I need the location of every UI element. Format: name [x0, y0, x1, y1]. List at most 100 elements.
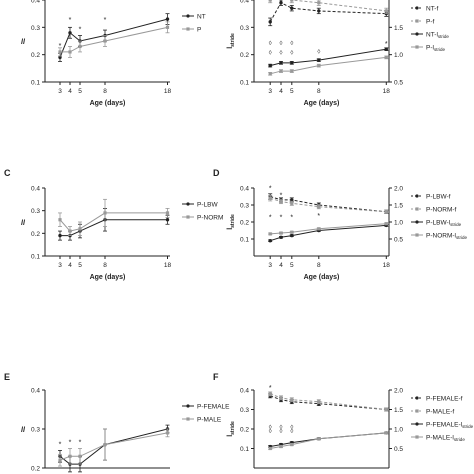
panel-d-xtick-label: 4 [279, 262, 283, 269]
panel-f-series-0-line [270, 395, 387, 410]
panel-b-ytick-label: 0.4 [240, 0, 249, 5]
panel-d-xtick-label: 5 [290, 262, 294, 269]
panel-d-annotation: * [290, 214, 293, 221]
panel-f-ytick-label: 0.3 [240, 407, 249, 414]
panel-c-legend-marker [186, 202, 190, 206]
panel-f-series-3-point [290, 443, 294, 447]
panel-b-legend-label: NT-lstride [426, 32, 449, 40]
panel-e-series-1-point [58, 458, 62, 462]
panel-b-series-0-point [279, 1, 283, 5]
panel-a-series-0-point [68, 31, 72, 35]
panel-b-series-1-point [317, 1, 321, 5]
panel-c-ytick-label: 0.4 [31, 186, 40, 193]
panel-e-series-1-line [59, 432, 168, 461]
panel-b-series-0-point [268, 20, 272, 24]
panel-c-xtick-label: 4 [68, 262, 72, 269]
panel-b-series-1-point [268, 0, 272, 2]
panel-a-annotation: * [69, 17, 72, 24]
panel-b-legend-marker [415, 6, 419, 10]
panel-d-series-0-point [290, 198, 294, 202]
panel-b-series-1-point [384, 9, 388, 13]
panel-a-annotation: * [59, 43, 62, 50]
panel-d-ytick-label: 0.2 [240, 220, 249, 227]
panel-a-annotation: * [79, 26, 82, 33]
panel-a-series-1-point [78, 44, 82, 49]
panel-d-xtick-label: 18 [383, 262, 391, 269]
panel-c-series-0-point [165, 218, 170, 222]
panel-c-xtick-label: 5 [78, 262, 82, 269]
panel-d-series-0-line [270, 196, 387, 213]
panel-c-legend-label: P-LBW [197, 202, 218, 209]
panel-d-series-2-point [290, 233, 294, 238]
panel-d-series-3-point [317, 227, 321, 231]
panel-b-xtick-label: 8 [317, 88, 321, 95]
panel-d-series-3-line [270, 223, 387, 235]
panel-b-series-0-line [269, 2, 387, 23]
panel-b-annotation: ◊ [280, 0, 283, 6]
panel-a-legend-label: NT [197, 14, 206, 21]
panel-c-xtick-label: 18 [164, 262, 172, 269]
panel-d-xtick-label: 8 [317, 262, 321, 269]
panel-f-y2tick-label: 2.0 [394, 388, 403, 395]
panel-d-legend-label: P-NORM-f [426, 207, 457, 214]
panel-f-series-1-point [268, 392, 272, 396]
panel-c-series-1-point [165, 211, 170, 215]
panel-e-series-0-line [59, 428, 168, 465]
panel-b-series-3-line [270, 56, 387, 75]
panel-b-series-2-point [384, 47, 388, 51]
panel-f-legend-marker [415, 396, 419, 400]
panel-f-legend-marker [415, 422, 419, 426]
panel-e-label: E [4, 372, 10, 382]
panel-f-annotation: ◊ [280, 424, 283, 431]
panel-d-series-1-point [290, 201, 294, 205]
panel-c-series-0-point [58, 233, 62, 238]
panel-f-legend-marker [415, 409, 419, 413]
panel-f-series-1-point [279, 396, 283, 400]
panel-f-series-1-point [384, 407, 388, 412]
panel-b-y2tick-label: 1.0 [394, 52, 403, 59]
panel-b-xlabel: Age (days) [304, 100, 340, 107]
panel-b-series-3-point [268, 72, 272, 76]
panel-c-series-1-point [68, 229, 72, 233]
panel-b-annotation: ◊ [290, 50, 293, 57]
panel-f-y2tick-label: 1.0 [394, 427, 403, 434]
panel-a-xtick-label: 18 [164, 88, 172, 95]
panel-d-series-1-point [384, 210, 388, 214]
panel-c-ytick-label: 0.3 [31, 208, 40, 215]
panel-b-series-3-point [290, 69, 294, 73]
panel-f-series-3-point [279, 444, 283, 449]
panel-e-ytick-label: 0.2 [31, 466, 40, 473]
panel-f-series-1-point [317, 400, 321, 404]
panel-d-series-2-point [268, 239, 272, 243]
panel-e-legend-marker [186, 404, 190, 408]
panel-b-annotation: * [385, 41, 388, 48]
panel-b-annotation: ◊ [280, 40, 283, 47]
panel-f-series-1-point [290, 398, 294, 402]
panel-d-ytick-label: 0.3 [240, 203, 249, 210]
panel-d-annotation: * [269, 214, 272, 221]
panel-e-series-1-point [78, 454, 82, 458]
panel-a-series-1-point [68, 50, 72, 54]
panel-d-series-3-point [279, 231, 283, 235]
panel-e-annotation: * [59, 442, 62, 449]
panel-e-ytick-label: 0.3 [31, 427, 40, 434]
panel-c-legend-label: P-NORM [197, 215, 223, 222]
panel-f-series-3-line [270, 432, 387, 449]
panel-f-series-3-point [268, 446, 272, 451]
panel-a-series-1-point [165, 25, 170, 29]
panel-e-annotation: * [79, 440, 82, 447]
panel-b-legend-label: P-lstride [426, 45, 445, 53]
panel-d-annotation: * [280, 192, 283, 199]
panel-b-annotation: ◊ [269, 40, 272, 47]
panel-b-xtick-label: 18 [383, 88, 391, 95]
panel-a-xtick-label: 3 [58, 88, 62, 95]
panel-b-series-3-point [279, 69, 283, 73]
panel-b-legend-marker [415, 19, 419, 23]
panel-f-y2tick-label: 0.5 [394, 446, 403, 453]
panel-a-legend-marker [186, 27, 190, 31]
panel-a-legend-label: P [197, 27, 201, 34]
panel-d-y2tick-label: 1.0 [394, 220, 403, 227]
panel-b-annotation: ◊ [317, 48, 320, 55]
panel-c-label: C [4, 168, 11, 178]
